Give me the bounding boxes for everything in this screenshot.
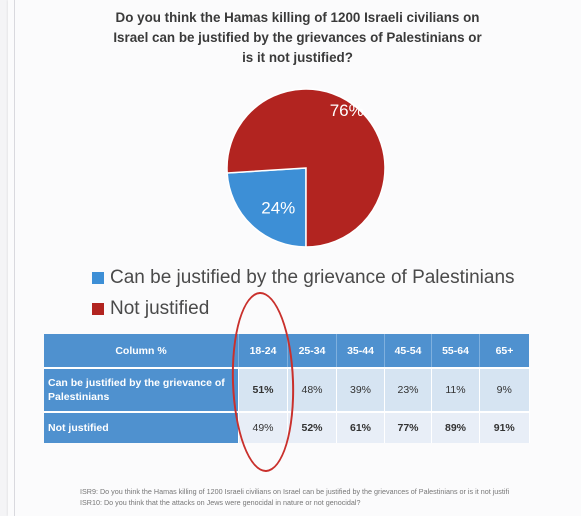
footnote-isr9: ISR9: Do you think the Hamas killing of … — [80, 487, 510, 496]
chart-title: Do you think the Hamas killing of 1200 I… — [60, 8, 535, 68]
table-cell: 9% — [479, 367, 530, 412]
table-cell: 48% — [287, 367, 337, 412]
age-header-65-plus: 65+ — [479, 334, 529, 368]
pie-label-not-justified: 76% — [330, 101, 364, 120]
table-row: Can be justified by the grievance of Pal… — [44, 367, 530, 412]
title-line-3: is it not justified? — [242, 50, 353, 65]
table-cell: 61% — [336, 411, 385, 443]
legend-item-justified: Can be justified by the grievance of Pal… — [92, 267, 515, 289]
pie-slice-not-justified — [226, 88, 386, 248]
table-row: Not justified 49% 52% 61% 77% 89% 91% — [44, 411, 530, 443]
table-cell: 39% — [336, 367, 385, 412]
age-breakdown-table: Column % 18-24 25-34 35-44 45-54 55-64 6… — [44, 334, 530, 443]
legend-swatch-justified — [92, 272, 104, 284]
table-header-row: Column % 18-24 25-34 35-44 45-54 55-64 6… — [44, 334, 529, 368]
footnotes: ISR9: Do you think the Hamas killing of … — [80, 486, 509, 508]
age-header-45-54: 45-54 — [384, 334, 432, 368]
pie-label-justified: 24% — [261, 199, 295, 218]
age-header-35-44: 35-44 — [336, 334, 385, 368]
page-edge-rule — [14, 0, 15, 516]
pie-chart: 24% 76% — [226, 88, 386, 248]
table-cell: 49% — [238, 411, 288, 443]
legend-label-justified: Can be justified by the grievance of Pal… — [110, 267, 515, 288]
column-percent-header: Column % — [44, 334, 239, 368]
table-cell: 23% — [384, 367, 432, 412]
footnote-isr10: ISR10: Do you think that the attacks on … — [80, 498, 361, 507]
legend-item-not-justified: Not justified — [92, 298, 209, 320]
legend-swatch-not-justified — [92, 303, 104, 315]
row-label-not-justified: Not justified — [44, 411, 239, 443]
title-line-1: Do you think the Hamas killing of 1200 I… — [115, 10, 480, 25]
table-cell: 51% — [238, 367, 288, 412]
age-header-18-24: 18-24 — [238, 334, 288, 368]
age-header-25-34: 25-34 — [287, 334, 337, 368]
table-cell: 91% — [479, 411, 530, 443]
pie-slice-justified — [226, 167, 307, 248]
table-cell: 77% — [384, 411, 432, 443]
row-label-justified: Can be justified by the grievance of Pal… — [44, 367, 239, 412]
title-line-2: Israel can be justified by the grievance… — [113, 30, 482, 45]
table-cell: 11% — [431, 367, 480, 412]
table-cell: 89% — [431, 411, 480, 443]
legend-label-not-justified: Not justified — [110, 298, 210, 319]
age-header-55-64: 55-64 — [431, 334, 480, 368]
table-cell: 52% — [287, 411, 337, 443]
